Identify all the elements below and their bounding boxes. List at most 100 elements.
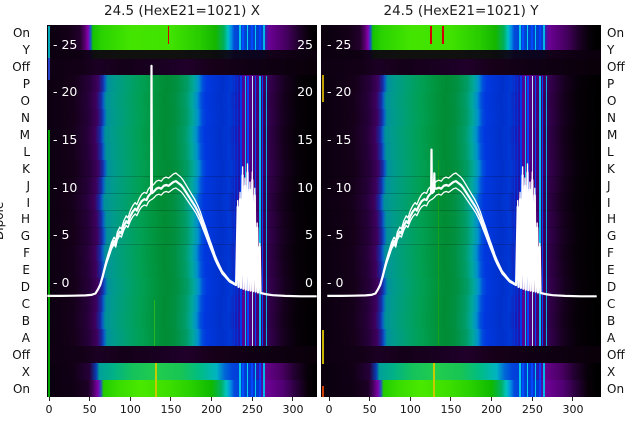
- x-axis-tick-label: 200: [201, 403, 223, 416]
- heatmap-stripe: [505, 75, 507, 347]
- heatmap-row-on-21: [47, 379, 317, 397]
- x-axis-tick: [89, 397, 91, 401]
- profile-trace: [327, 148, 597, 298]
- accent-marker: [322, 75, 324, 102]
- accent-marker: [155, 363, 157, 397]
- heatmap-row-c-16: [321, 295, 601, 313]
- value-tick-label-left: - 15: [327, 132, 352, 148]
- heatmap-row-p-3: [321, 75, 601, 93]
- dipole-category-label-right: A: [607, 330, 616, 345]
- x-axis-tick-label: 50: [82, 403, 97, 416]
- x-axis-tick: [572, 397, 574, 401]
- x-axis-tick: [450, 397, 452, 401]
- dipole-category-label-right: On: [607, 381, 625, 396]
- dipole-category-label-right: E: [607, 263, 615, 278]
- dipole-category-label-right: K: [607, 161, 615, 176]
- heatmap-panel-y: - 25 - 20 - 15 - 10 - 5 - 0: [321, 25, 601, 397]
- heatmap-row-on-0: [47, 25, 317, 43]
- heatmap-stripe: [242, 25, 245, 51]
- dipole-category-label-right: B: [607, 313, 616, 328]
- x-axis-tick-label: 150: [440, 403, 462, 416]
- accent-marker: [430, 25, 432, 44]
- heatmap-stripe: [538, 25, 541, 51]
- heatmap-row-p-3: [47, 75, 317, 93]
- profile-trace: [47, 64, 317, 298]
- heatmap-stripe: [519, 25, 521, 51]
- x-axis-tick-label: 250: [521, 403, 543, 416]
- heatmap-row-m-6: [321, 126, 601, 144]
- heatmap-row-y-1: [47, 41, 317, 60]
- heatmap-row-off-2: [321, 58, 601, 77]
- dipole-category-label-left: On: [12, 381, 30, 396]
- profile-curve-y: [327, 148, 597, 298]
- dipole-category-label-right: H: [607, 212, 617, 227]
- heatmap-stripe: [513, 75, 515, 347]
- dipole-category-label-right: On: [607, 26, 625, 41]
- heatmap-row-l-7: [321, 143, 601, 161]
- dipole-category-label-right: I: [607, 195, 611, 210]
- heatmap-stripe: [239, 25, 241, 51]
- heatmap-stripe: [258, 25, 261, 51]
- x-axis-tick: [170, 397, 172, 401]
- x-axis-tick-label: 150: [160, 403, 182, 416]
- heatmap-row-k-8: [321, 159, 601, 178]
- dipole-category-label-left: D: [20, 280, 30, 295]
- heatmap-stripe: [530, 362, 533, 397]
- heatmap-stripe: [519, 362, 521, 397]
- dipole-category-label-left: Off: [12, 347, 30, 362]
- dipole-category-label-right: L: [607, 144, 614, 159]
- dipole-category-label-right: C: [607, 297, 616, 311]
- heatmap-stripe: [526, 362, 529, 397]
- heatmap-row-l-7: [47, 143, 317, 161]
- heatmap-stripe: [258, 75, 261, 347]
- dipole-category-label-left: G: [20, 229, 30, 244]
- heatmap-row-a-18: [47, 329, 317, 347]
- heatmap-stripe: [534, 25, 537, 51]
- dipole-category-label-right: G: [607, 229, 617, 244]
- heatmap-stripe: [262, 75, 264, 347]
- heatmap-stripe: [250, 25, 253, 51]
- heatmap-stripe: [254, 362, 257, 397]
- value-tick-label-left: - 20: [53, 84, 78, 100]
- dipole-category-label-left: N: [21, 111, 30, 125]
- x-axis-tick: [211, 397, 213, 401]
- value-tick-label-left: - 20: [327, 84, 352, 100]
- accent-marker: [433, 363, 435, 397]
- profile-trace: [327, 179, 597, 297]
- heatmap-row-off-19: [47, 345, 317, 364]
- value-tick-label-left: - 15: [53, 132, 78, 148]
- heatmap-stripe: [538, 362, 541, 397]
- profile-curve-x: [47, 64, 317, 298]
- heatmap-row-a-18: [321, 329, 601, 347]
- heatmap-stripe: [265, 75, 267, 347]
- x-axis-tick-label: 100: [399, 403, 421, 416]
- dipole-category-label-right: Off: [607, 347, 625, 362]
- dipole-category-label-right: M: [607, 127, 618, 142]
- accent-marker: [442, 25, 444, 44]
- value-tick-label-left: - 25: [53, 36, 78, 52]
- accent-marker: [153, 300, 155, 346]
- x-axis-tick-label: 0: [45, 403, 53, 416]
- heatmap-stripe: [534, 362, 537, 397]
- heatmap-stripe: [233, 75, 235, 347]
- heatmap-stripe: [522, 362, 525, 397]
- dipole-category-label-left: Off: [12, 60, 30, 75]
- dipole-category-label-right: P: [607, 77, 615, 92]
- heatmap-stripe: [526, 25, 529, 51]
- heatmap-row-o-4: [321, 92, 601, 110]
- accent-marker: [167, 25, 169, 44]
- heatmap-stripe: [545, 75, 547, 347]
- heatmap-stripe: [258, 362, 261, 397]
- accent-marker: [48, 130, 50, 397]
- heatmap-stripe: [239, 362, 241, 397]
- heatmap-row-n-5: [47, 109, 317, 127]
- dipole-category-label-right: Off: [607, 60, 625, 75]
- value-tick-label-right: 20: [297, 84, 313, 100]
- x-axis-tick-label: 300: [562, 403, 584, 416]
- x-axis-tick: [292, 397, 294, 401]
- x-axis-tick: [129, 397, 131, 401]
- value-tick-label-left: - 25: [327, 36, 352, 52]
- heatmap-stripe: [246, 25, 249, 51]
- x-axis-tick: [531, 397, 533, 401]
